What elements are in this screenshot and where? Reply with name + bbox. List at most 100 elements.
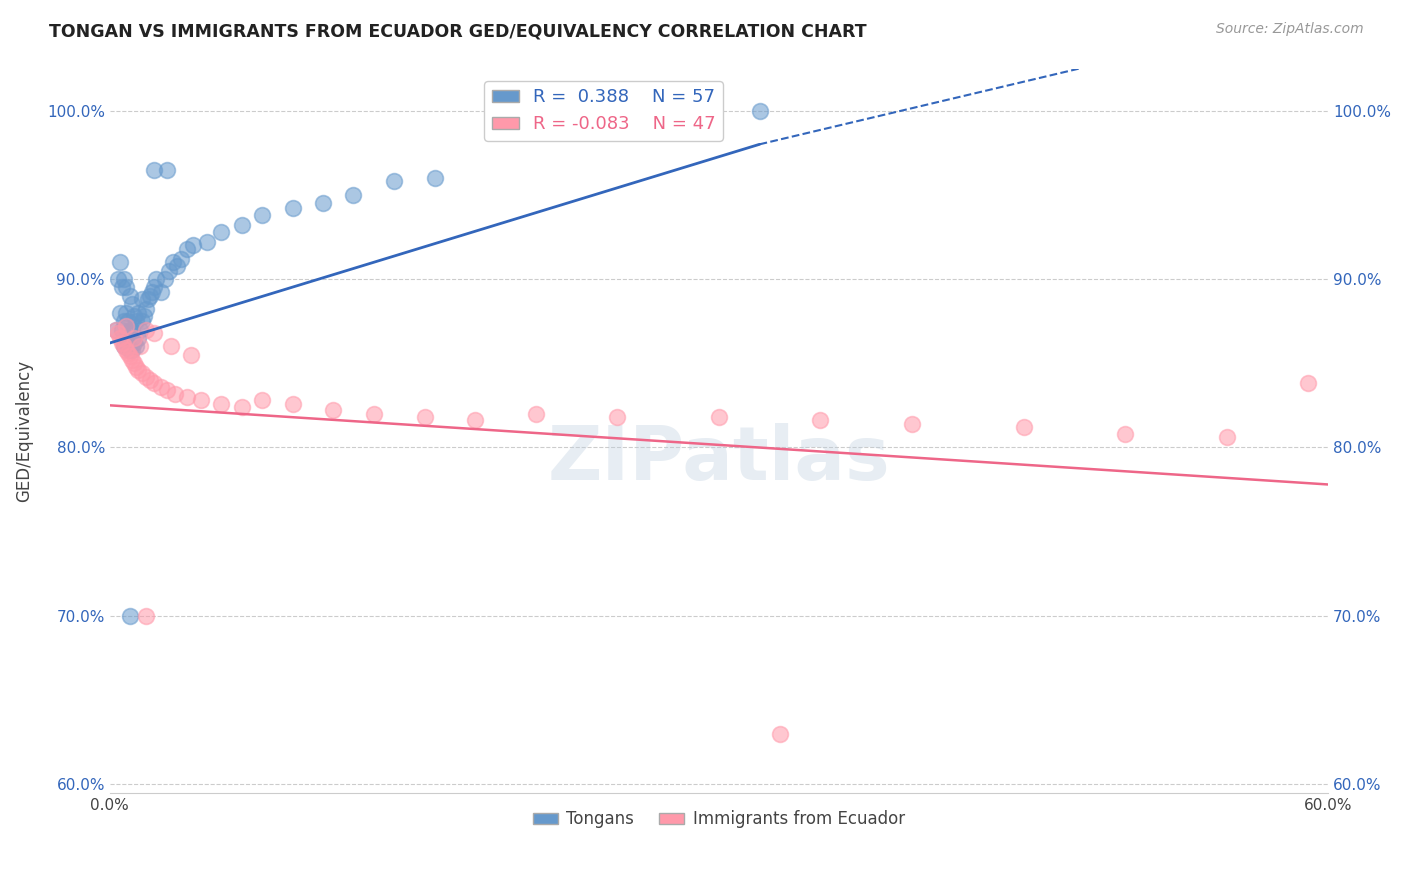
Point: [162, 255, 184, 269]
Point: [312, 196, 335, 211]
Point: [112, 339, 135, 353]
Point: [606, 410, 628, 425]
Legend: Tongans, Immigrants from Ecuador: Tongans, Immigrants from Ecuador: [526, 804, 911, 835]
Point: [129, 322, 152, 336]
Point: [115, 319, 138, 334]
Point: [131, 314, 153, 328]
Point: [127, 363, 149, 377]
Point: [121, 322, 143, 336]
Point: [131, 292, 153, 306]
Point: [108, 255, 131, 269]
Text: Source: ZipAtlas.com: Source: ZipAtlas.com: [1216, 22, 1364, 37]
Point: [107, 272, 129, 286]
Point: [131, 367, 153, 381]
Point: [122, 336, 145, 351]
Point: [423, 171, 446, 186]
Point: [125, 359, 148, 374]
Point: [120, 343, 142, 357]
Point: [125, 314, 148, 328]
Point: [117, 339, 139, 353]
Point: [120, 322, 142, 336]
Point: [136, 292, 159, 306]
Point: [181, 238, 204, 252]
Point: [134, 309, 156, 323]
Point: [112, 339, 135, 353]
Point: [176, 242, 198, 256]
Point: [115, 280, 138, 294]
Point: [190, 393, 212, 408]
Point: [112, 272, 135, 286]
Point: [901, 417, 924, 431]
Point: [139, 373, 162, 387]
Point: [524, 407, 547, 421]
Point: [176, 390, 198, 404]
Text: ZIPatlas: ZIPatlas: [547, 423, 890, 496]
Point: [120, 289, 142, 303]
Point: [127, 331, 149, 345]
Point: [149, 380, 172, 394]
Point: [153, 272, 176, 286]
Point: [281, 397, 304, 411]
Point: [149, 285, 172, 300]
Point: [195, 235, 218, 249]
Point: [143, 376, 166, 391]
Point: [143, 280, 166, 294]
Point: [115, 343, 138, 357]
Point: [748, 103, 770, 118]
Point: [111, 280, 134, 294]
Point: [810, 413, 832, 427]
Point: [170, 252, 193, 266]
Point: [115, 306, 138, 320]
Point: [121, 343, 143, 357]
Point: [1215, 430, 1237, 444]
Point: [135, 302, 157, 317]
Point: [231, 218, 253, 232]
Point: [117, 314, 139, 328]
Y-axis label: GED/Equivalency: GED/Equivalency: [15, 359, 32, 501]
Point: [104, 322, 127, 336]
Point: [1114, 426, 1136, 441]
Point: [769, 727, 792, 741]
Point: [464, 413, 486, 427]
Point: [281, 202, 304, 216]
Point: [139, 289, 162, 303]
Point: [122, 309, 145, 323]
Point: [125, 339, 148, 353]
Point: [135, 608, 157, 623]
Point: [127, 306, 149, 320]
Point: [108, 331, 131, 345]
Point: [108, 306, 131, 320]
Point: [342, 187, 364, 202]
Point: [209, 397, 232, 411]
Point: [322, 403, 344, 417]
Point: [121, 297, 143, 311]
Point: [121, 352, 143, 367]
Point: [145, 272, 167, 286]
Point: [141, 285, 163, 300]
Point: [129, 339, 152, 353]
Point: [111, 336, 134, 351]
Point: [111, 322, 134, 336]
Point: [120, 350, 142, 364]
Point: [382, 174, 405, 188]
Point: [159, 339, 181, 353]
Point: [135, 369, 157, 384]
Point: [135, 322, 157, 336]
Point: [112, 314, 135, 328]
Point: [157, 263, 180, 277]
Point: [117, 346, 139, 360]
Point: [707, 410, 730, 425]
Point: [143, 162, 166, 177]
Point: [143, 326, 166, 340]
Point: [107, 326, 129, 340]
Point: [250, 393, 273, 408]
Point: [120, 608, 142, 623]
Point: [1012, 420, 1035, 434]
Point: [363, 407, 385, 421]
Point: [180, 348, 202, 362]
Point: [231, 400, 253, 414]
Point: [155, 162, 177, 177]
Point: [1296, 376, 1319, 391]
Point: [122, 356, 145, 370]
Text: TONGAN VS IMMIGRANTS FROM ECUADOR GED/EQUIVALENCY CORRELATION CHART: TONGAN VS IMMIGRANTS FROM ECUADOR GED/EQ…: [49, 22, 868, 40]
